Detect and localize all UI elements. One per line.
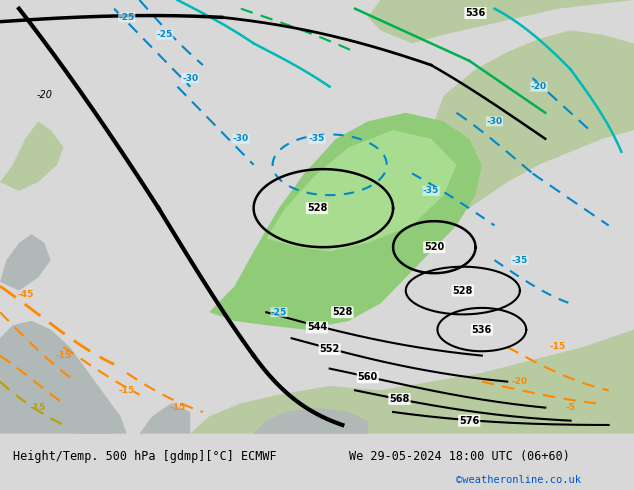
Text: -35: -35 bbox=[423, 186, 439, 196]
Text: 528: 528 bbox=[332, 307, 353, 317]
Polygon shape bbox=[76, 412, 114, 434]
Text: 576: 576 bbox=[459, 416, 479, 426]
Text: 528: 528 bbox=[453, 286, 473, 295]
Text: -25: -25 bbox=[157, 30, 173, 39]
Polygon shape bbox=[0, 321, 127, 434]
Text: -45: -45 bbox=[17, 291, 34, 299]
Polygon shape bbox=[190, 330, 634, 434]
Text: 520: 520 bbox=[424, 242, 444, 252]
Text: -20: -20 bbox=[36, 90, 53, 100]
Polygon shape bbox=[368, 0, 634, 44]
Text: 560: 560 bbox=[358, 372, 378, 382]
Text: -30: -30 bbox=[486, 117, 503, 126]
Polygon shape bbox=[0, 122, 63, 191]
Text: 536: 536 bbox=[472, 324, 492, 335]
Polygon shape bbox=[425, 30, 634, 217]
Text: 528: 528 bbox=[307, 203, 327, 213]
Text: Height/Temp. 500 hPa [gdmp][°C] ECMWF: Height/Temp. 500 hPa [gdmp][°C] ECMWF bbox=[13, 450, 276, 463]
Text: ©weatheronline.co.uk: ©weatheronline.co.uk bbox=[456, 475, 581, 485]
Text: 568: 568 bbox=[389, 394, 410, 404]
Text: -15: -15 bbox=[30, 403, 46, 412]
Polygon shape bbox=[209, 113, 482, 330]
Text: -20: -20 bbox=[512, 377, 528, 386]
Text: -25: -25 bbox=[271, 308, 287, 317]
Text: -35: -35 bbox=[512, 256, 528, 265]
Text: -15: -15 bbox=[119, 386, 135, 395]
Text: -20: -20 bbox=[531, 82, 547, 91]
Text: -15: -15 bbox=[169, 403, 186, 412]
Polygon shape bbox=[254, 408, 368, 434]
Text: -30: -30 bbox=[182, 74, 198, 82]
Text: -15: -15 bbox=[55, 351, 72, 360]
Text: -5: -5 bbox=[566, 403, 576, 412]
Text: -25: -25 bbox=[119, 13, 135, 22]
Polygon shape bbox=[266, 130, 456, 251]
Text: -30: -30 bbox=[233, 134, 249, 143]
Polygon shape bbox=[0, 234, 51, 291]
Text: -15: -15 bbox=[550, 343, 566, 351]
Polygon shape bbox=[139, 403, 190, 434]
Text: 552: 552 bbox=[320, 344, 340, 354]
Text: 536: 536 bbox=[465, 8, 486, 18]
Text: We 29-05-2024 18:00 UTC (06+60): We 29-05-2024 18:00 UTC (06+60) bbox=[349, 450, 569, 463]
Text: -35: -35 bbox=[309, 134, 325, 143]
Text: 544: 544 bbox=[307, 322, 327, 332]
